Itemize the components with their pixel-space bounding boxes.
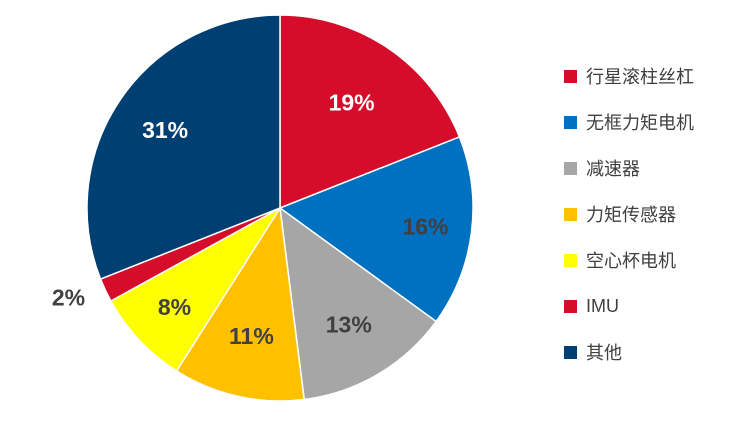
legend-entry: 无框力矩电机: [564, 99, 742, 145]
legend-entry: 力矩传感器: [564, 191, 742, 237]
legend-swatch: [564, 115, 577, 129]
legend-swatch: [564, 161, 577, 175]
legend-entry: IMU: [564, 283, 742, 329]
legend-entry: 空心杯电机: [564, 237, 742, 283]
slice-data-label: 8%: [158, 294, 191, 320]
pie-slice: [175, 205, 306, 402]
pie-slice: [86, 14, 281, 281]
slice-data-label: 31%: [142, 117, 188, 143]
legend-swatch: [564, 253, 577, 267]
chart-legend: 行星滚柱丝杠 无框力矩电机 减速器力矩传感器空心杯电机 IMU 其他: [564, 53, 742, 375]
legend-label: IMU: [586, 295, 619, 316]
legend-entry: 行星滚柱丝杠: [564, 53, 742, 99]
pie-slice: [279, 206, 438, 401]
legend-entry: 其他: [564, 329, 742, 375]
legend-label: 减速器: [586, 159, 640, 179]
legend-label: 其他: [586, 343, 622, 363]
slice-data-label: 13%: [326, 311, 372, 337]
legend-entry: 减速器: [564, 145, 742, 191]
pie-slice: [279, 14, 461, 210]
legend-label: 空心杯电机: [586, 251, 676, 271]
slice-data-label: 19%: [329, 90, 375, 116]
legend-swatch: [564, 345, 577, 359]
slice-data-label: 2%: [52, 284, 85, 310]
legend-label: 行星滚柱丝杠: [586, 67, 694, 87]
slice-data-label: 16%: [402, 213, 448, 239]
legend-swatch: [564, 207, 577, 221]
pie-slice: [278, 135, 474, 323]
legend-label: 力矩传感器: [586, 205, 676, 225]
pie-slices: [86, 14, 474, 402]
slice-data-label: 11%: [229, 323, 274, 349]
pie-slice: [109, 207, 281, 372]
legend-swatch: [564, 299, 577, 313]
legend-swatch: [564, 69, 577, 83]
legend-label: 无框力矩电机: [586, 113, 694, 133]
pie-labels: 19% 16% 13% 11% 8% 2% 31%: [52, 90, 449, 350]
